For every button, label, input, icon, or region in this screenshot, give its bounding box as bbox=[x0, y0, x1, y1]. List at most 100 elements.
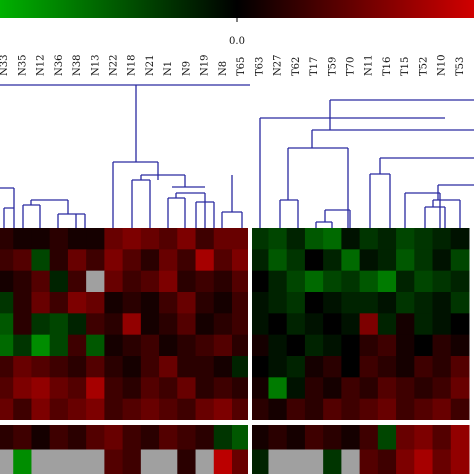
heatmap-cell bbox=[67, 398, 87, 421]
column-label: N18 bbox=[127, 55, 138, 76]
heatmap-cell bbox=[140, 425, 160, 450]
heatmap-cell bbox=[341, 398, 361, 421]
heatmap-cell bbox=[286, 249, 306, 272]
heatmap-cell bbox=[104, 398, 124, 421]
column-label: T52 bbox=[418, 57, 429, 76]
heatmap-cell bbox=[414, 334, 434, 357]
heatmap-cell bbox=[86, 313, 105, 336]
column-label: T15 bbox=[400, 57, 411, 76]
heatmap-cell bbox=[396, 228, 415, 250]
heatmap-cell bbox=[104, 292, 124, 314]
separator bbox=[0, 420, 474, 425]
heatmap-cell bbox=[414, 377, 434, 400]
column-label: T65 bbox=[236, 57, 247, 76]
heatmap-cell bbox=[13, 228, 32, 250]
heatmap-cell bbox=[341, 377, 361, 400]
heatmap-cell bbox=[396, 249, 415, 272]
heatmap-cell bbox=[104, 356, 124, 378]
heatmap-cell bbox=[323, 334, 342, 357]
heatmap-cell bbox=[341, 449, 361, 474]
heatmap-cell bbox=[432, 292, 452, 314]
heatmap-cell bbox=[359, 313, 379, 336]
column-label: N11 bbox=[364, 55, 375, 76]
heatmap-cell bbox=[414, 313, 434, 336]
heatmap-cell bbox=[450, 249, 470, 272]
heatmap-cell bbox=[49, 425, 69, 450]
heatmap-cell bbox=[377, 377, 397, 400]
heatmap-cell bbox=[268, 425, 288, 450]
heatmap-cell bbox=[323, 228, 342, 250]
heatmap-cell bbox=[450, 356, 470, 378]
heatmap-cell bbox=[195, 425, 215, 450]
heatmap-cell bbox=[250, 449, 269, 474]
heatmap-cell bbox=[195, 228, 215, 250]
heatmap-cell bbox=[31, 249, 51, 272]
column-label: N8 bbox=[218, 61, 229, 76]
heatmap-cell bbox=[341, 425, 361, 450]
heatmap-cell bbox=[432, 425, 452, 450]
heatmap-cell bbox=[268, 292, 288, 314]
heatmap-cell bbox=[232, 449, 251, 474]
heatmap-cell bbox=[86, 356, 105, 378]
heatmap-cell bbox=[232, 292, 251, 314]
heatmap-cell bbox=[86, 449, 105, 474]
heatmap-cell bbox=[250, 425, 269, 450]
heatmap-cell bbox=[250, 228, 269, 250]
column-label: N33 bbox=[0, 55, 10, 76]
heatmap-cell bbox=[341, 356, 361, 378]
column-label: N9 bbox=[181, 61, 192, 76]
heatmap-cell bbox=[377, 270, 397, 293]
heatmap-cell bbox=[323, 313, 342, 336]
heatmap-cell bbox=[122, 313, 142, 336]
heatmap-cell bbox=[0, 270, 14, 293]
heatmap-cell bbox=[122, 292, 142, 314]
heatmap-cell bbox=[304, 377, 324, 400]
heatmap-cell bbox=[122, 334, 142, 357]
heatmap-cell bbox=[13, 292, 32, 314]
heatmap-cell bbox=[122, 270, 142, 293]
heatmap-cell bbox=[414, 228, 434, 250]
heatmap-cell bbox=[232, 425, 251, 450]
heatmap-cell bbox=[13, 334, 32, 357]
column-label: N21 bbox=[145, 55, 156, 76]
heatmap-cell bbox=[0, 425, 14, 450]
heatmap-cell bbox=[104, 249, 124, 272]
heatmap-cell bbox=[104, 449, 124, 474]
heatmap-cell bbox=[159, 398, 178, 421]
heatmap-cell bbox=[341, 292, 361, 314]
heatmap-cell bbox=[414, 356, 434, 378]
heatmap-cell bbox=[177, 249, 197, 272]
heatmap-cell bbox=[341, 334, 361, 357]
column-label: N10 bbox=[437, 55, 448, 76]
heatmap-cell bbox=[414, 425, 434, 450]
heatmap-cell bbox=[359, 270, 379, 293]
heatmap-cell bbox=[31, 377, 51, 400]
heatmap-cell bbox=[13, 249, 32, 272]
column-label: N12 bbox=[36, 55, 47, 76]
heatmap-cell bbox=[232, 334, 251, 357]
heatmap-cell bbox=[13, 377, 32, 400]
heatmap-cell bbox=[122, 249, 142, 272]
heatmap-cell bbox=[0, 449, 14, 474]
heatmap-cell bbox=[213, 228, 233, 250]
heatmap-cell bbox=[414, 398, 434, 421]
heatmap-cell bbox=[31, 449, 51, 474]
heatmap-cell bbox=[49, 449, 69, 474]
separator bbox=[248, 228, 252, 474]
heatmap-cell bbox=[432, 398, 452, 421]
heatmap-cell bbox=[177, 449, 197, 474]
heatmap-cell bbox=[432, 449, 452, 474]
heatmap-cell bbox=[31, 228, 51, 250]
heatmap-cell bbox=[268, 398, 288, 421]
heatmap-cell bbox=[377, 313, 397, 336]
heatmap-cell bbox=[414, 449, 434, 474]
heatmap-cell bbox=[0, 398, 14, 421]
heatmap-cell bbox=[0, 356, 14, 378]
heatmap-cell bbox=[359, 356, 379, 378]
heatmap-cell bbox=[250, 398, 269, 421]
heatmap-cell bbox=[177, 398, 197, 421]
column-label: N38 bbox=[72, 55, 83, 76]
heatmap-cell bbox=[250, 313, 269, 336]
heatmap-cell bbox=[140, 249, 160, 272]
